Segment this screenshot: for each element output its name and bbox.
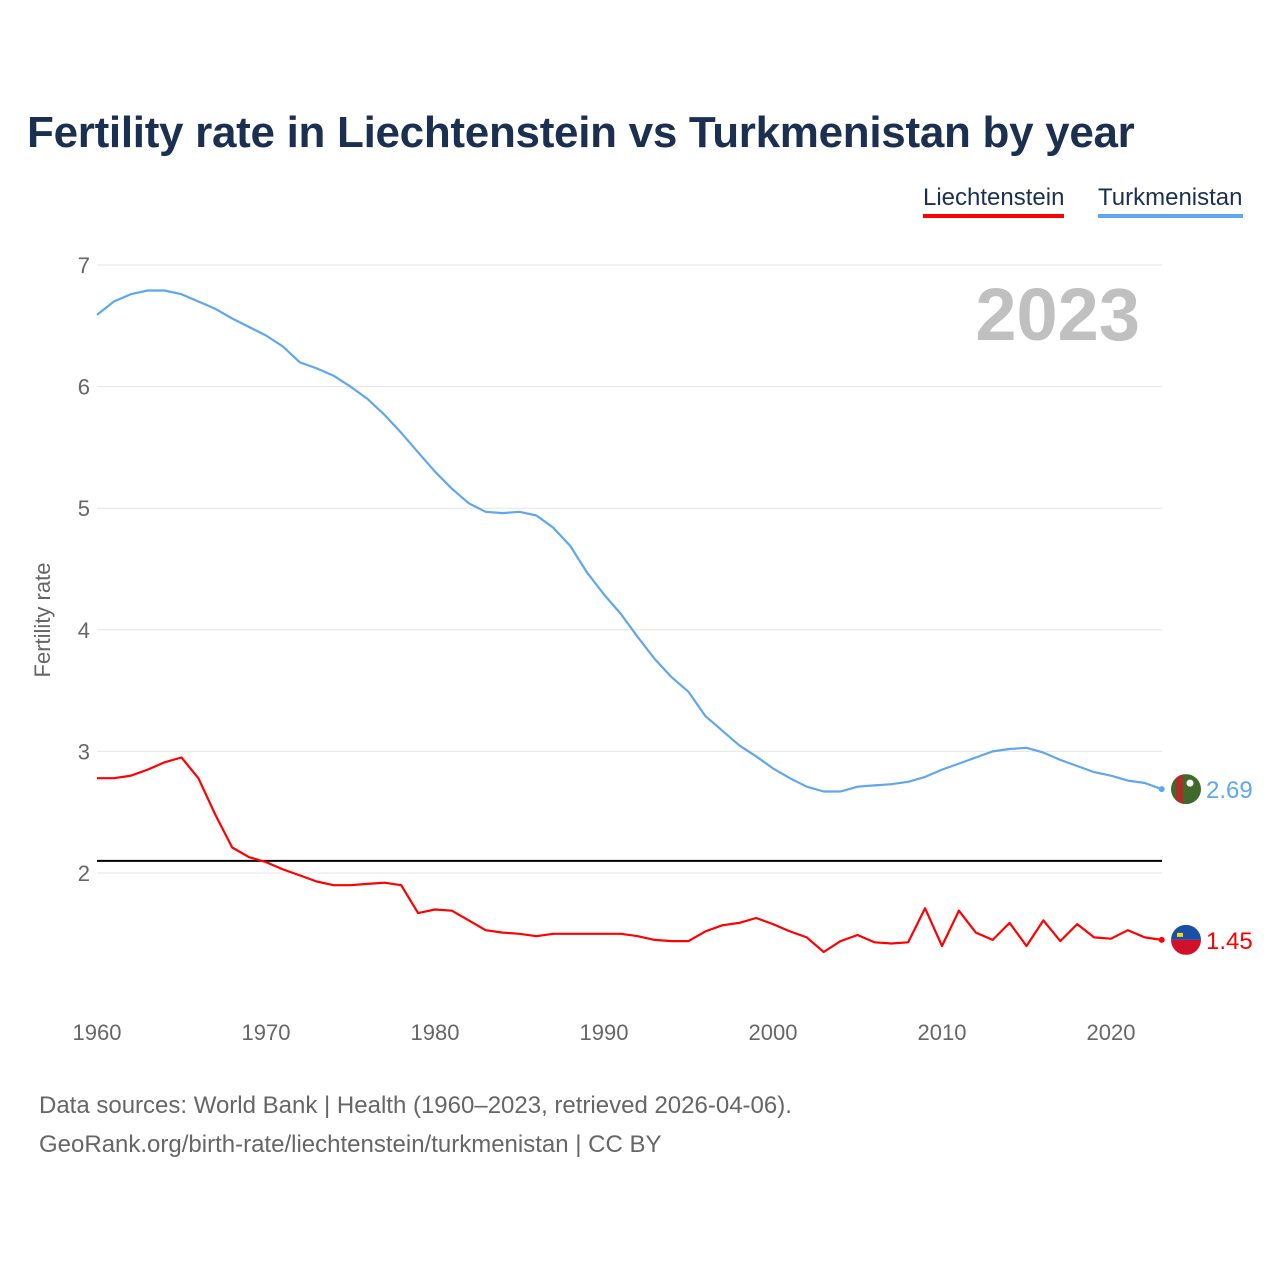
series-line-liechtenstein xyxy=(97,756,1162,954)
data-point xyxy=(1158,936,1165,943)
x-tick-label: 2010 xyxy=(918,1020,967,1045)
y-tick-label: 2 xyxy=(78,861,90,886)
data-point xyxy=(1158,786,1165,793)
liechtenstein-flag-icon xyxy=(1171,924,1201,955)
legend-liechtenstein[interactable]: Liechtenstein xyxy=(923,184,1065,218)
x-tick-label: 1960 xyxy=(73,1020,122,1045)
x-tick-label: 1970 xyxy=(242,1020,291,1045)
y-tick-label: 7 xyxy=(78,253,90,278)
flag-crescent xyxy=(1186,779,1194,787)
x-tick-label: 1990 xyxy=(580,1020,629,1045)
flag-blue xyxy=(1171,924,1201,940)
flag-stripe xyxy=(1176,774,1183,805)
x-tick-label: 1980 xyxy=(411,1020,460,1045)
flag-crown xyxy=(1177,932,1183,937)
end-value-label: 1.45 xyxy=(1206,928,1253,955)
y-tick-label: 5 xyxy=(78,496,90,521)
end-value-label: 2.69 xyxy=(1206,777,1253,804)
x-tick-label: 2020 xyxy=(1087,1020,1136,1045)
legend-turkmenistan[interactable]: Turkmenistan xyxy=(1098,184,1243,218)
footer-sources: Data sources: World Bank | Health (1960–… xyxy=(39,1092,792,1119)
y-tick-label: 4 xyxy=(78,618,90,643)
footer-url[interactable]: GeoRank.org/birth-rate/liechtenstein/tur… xyxy=(39,1131,662,1158)
x-tick-label: 2000 xyxy=(749,1020,798,1045)
chart-title: Fertility rate in Liechtenstein vs Turkm… xyxy=(27,108,1135,157)
flag-green xyxy=(1171,774,1201,805)
y-axis-label: Fertility rate xyxy=(30,563,55,678)
year-watermark: 2023 xyxy=(975,273,1140,356)
y-tick-label: 3 xyxy=(78,739,90,764)
series-line-turkmenistan xyxy=(96,289,1163,793)
flag-red xyxy=(1171,939,1201,955)
y-tick-label: 6 xyxy=(78,375,90,400)
footer: Data sources: World Bank | Health (1960–… xyxy=(39,1086,792,1164)
turkmenistan-flag-icon xyxy=(1171,774,1201,805)
